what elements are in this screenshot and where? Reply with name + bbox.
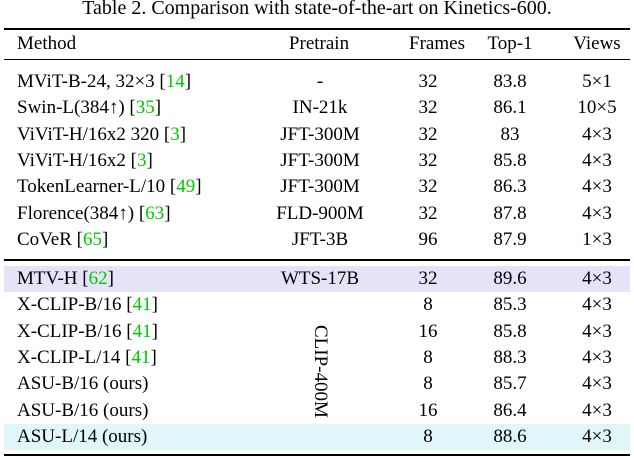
frames-cell: 32 xyxy=(418,176,438,198)
pretrain-cell: IN-21k xyxy=(292,97,348,119)
top1-cell: 85.7 xyxy=(493,373,527,395)
method-cell: X-CLIP-L/14 [41] xyxy=(17,347,157,368)
header-cell: Frames xyxy=(409,33,465,54)
top1-cell: 87.9 xyxy=(493,228,527,250)
top1-cell: 87.8 xyxy=(493,202,527,224)
frames-cell: 8 xyxy=(423,347,433,368)
pretrain-cell: JFT-300M xyxy=(280,176,360,198)
views-cell: 4×3 xyxy=(582,294,612,316)
top1-cell: 83.8 xyxy=(493,71,527,92)
method-cell: ASU-B/16 (ours) xyxy=(17,373,149,395)
top1-cell: 85.8 xyxy=(493,320,527,342)
views-cell: 4×3 xyxy=(582,123,612,145)
frames-cell: 32 xyxy=(418,202,438,224)
method-cell: X-CLIP-B/16 [41] xyxy=(17,294,158,316)
top1-cell: 86.4 xyxy=(493,399,527,421)
table-caption: Table 2. Comparison with state-of-the-ar… xyxy=(82,0,552,19)
bottom-rule xyxy=(4,454,630,456)
views-cell: 4×3 xyxy=(582,373,612,395)
views-cell: 5×1 xyxy=(582,71,612,92)
header-cell: Views xyxy=(573,33,621,54)
frames-cell: 8 xyxy=(423,373,433,395)
views-cell: 4×3 xyxy=(582,268,612,290)
views-cell: 10×5 xyxy=(577,97,617,119)
top1-cell: 83 xyxy=(500,123,520,145)
row-highlight xyxy=(4,423,630,450)
top1-cell: 85.3 xyxy=(493,294,527,316)
views-cell: 4×3 xyxy=(582,149,612,171)
views-cell: 1×3 xyxy=(582,228,612,250)
pretrain-cell: WTS-17B xyxy=(280,268,360,290)
method-cell: MTV-H [62] xyxy=(17,268,114,290)
method-cell: TokenLearner-L/10 [49] xyxy=(17,176,202,198)
header-cell: Method xyxy=(17,33,77,54)
method-cell: ViViT-H/16x2 [3] xyxy=(17,149,153,171)
header-cell: Top-1 xyxy=(487,33,533,54)
pretrain-cell: - xyxy=(316,71,324,92)
frames-cell: 16 xyxy=(418,399,438,421)
views-cell: 4×3 xyxy=(582,425,612,447)
views-cell: 4×3 xyxy=(582,176,612,198)
pretrain-span-cell: CLIP-400M xyxy=(310,324,331,418)
pretrain-cell: JFT-300M xyxy=(280,123,360,145)
top1-cell: 86.1 xyxy=(493,97,527,119)
views-cell: 4×3 xyxy=(582,202,612,224)
method-cell: ViViT-H/16x2 320 [3] xyxy=(17,123,187,145)
views-cell: 4×3 xyxy=(582,347,612,368)
frames-cell: 32 xyxy=(418,123,438,145)
frames-cell: 16 xyxy=(418,320,438,342)
views-cell: 4×3 xyxy=(582,320,612,342)
method-cell: X-CLIP-B/16 [41] xyxy=(17,320,158,342)
top1-cell: 89.6 xyxy=(493,268,527,290)
frames-cell: 32 xyxy=(418,97,438,119)
method-cell: Swin-L(384↑) [35] xyxy=(17,97,162,119)
frames-cell: 8 xyxy=(423,294,433,316)
group-rule xyxy=(4,259,630,262)
pretrain-cell: JFT-300M xyxy=(280,149,360,171)
top1-cell: 88.3 xyxy=(493,347,527,368)
views-cell: 4×3 xyxy=(582,399,612,421)
method-cell: MViT-B-24, 32×3 [14] xyxy=(17,71,192,92)
method-cell: Florence(384↑) [63] xyxy=(17,202,171,224)
frames-cell: 32 xyxy=(418,71,438,92)
frames-cell: 8 xyxy=(423,425,433,447)
pretrain-cell: FLD-900M xyxy=(276,202,364,224)
top1-cell: 86.3 xyxy=(493,176,527,198)
top1-cell: 85.8 xyxy=(493,149,527,171)
frames-cell: 32 xyxy=(418,149,438,171)
method-cell: CoVeR [65] xyxy=(17,228,109,250)
top1-cell: 88.6 xyxy=(493,425,527,447)
frames-cell: 32 xyxy=(418,268,438,290)
row-highlight xyxy=(4,266,630,293)
header-cell: Pretrain xyxy=(288,33,350,54)
header-rule xyxy=(4,59,630,60)
pretrain-cell: JFT-3B xyxy=(291,228,349,250)
method-cell: ASU-L/14 (ours) xyxy=(17,425,148,447)
top-rule xyxy=(4,28,630,30)
frames-cell: 96 xyxy=(418,228,438,250)
method-cell: ASU-B/16 (ours) xyxy=(17,399,149,421)
